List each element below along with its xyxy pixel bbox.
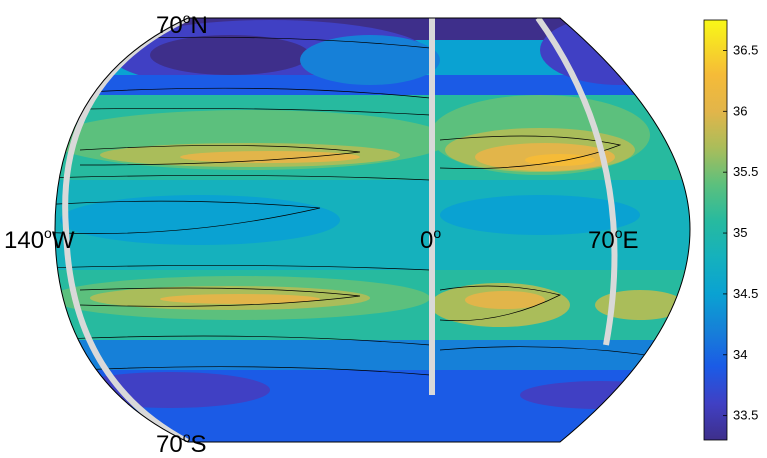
- colorbar-tick-label: 34: [733, 347, 747, 362]
- south-indian-low: [520, 381, 680, 409]
- south-latitude-label: 70oS: [156, 429, 207, 458]
- colorbar-tick-label: 36: [733, 103, 747, 118]
- north-indian-low: [540, 15, 700, 85]
- west-longitude-label: 140oW: [4, 225, 75, 254]
- east-south-orange: [465, 291, 545, 309]
- north-pacific-low-core: [150, 35, 310, 75]
- east-longitude-label: 70oE: [588, 225, 639, 254]
- colorbar-tick-label: 33.5: [733, 408, 758, 423]
- colorbar-tick-label: 35.5: [733, 164, 758, 179]
- colorbar-tick-label: 35: [733, 225, 747, 240]
- colorbar-tick-label: 34.5: [733, 286, 758, 301]
- north-atlantic-outflow: [300, 35, 440, 85]
- colorbar-bar: [704, 20, 727, 440]
- south-pacific-low: [70, 372, 270, 408]
- colorbar: 33.5 34 34.5 35 35.5 36 36.5: [704, 20, 758, 440]
- north-subtropic-orange: [180, 151, 360, 163]
- equatorial-low: [60, 195, 340, 245]
- south-blue-band: [40, 340, 700, 370]
- colorbar-ticks: 33.5 34 34.5 35 35.5 36 36.5: [723, 42, 758, 422]
- colorbar-tick-label: 36.5: [733, 42, 758, 57]
- north-latitude-label: 70oN: [156, 10, 208, 39]
